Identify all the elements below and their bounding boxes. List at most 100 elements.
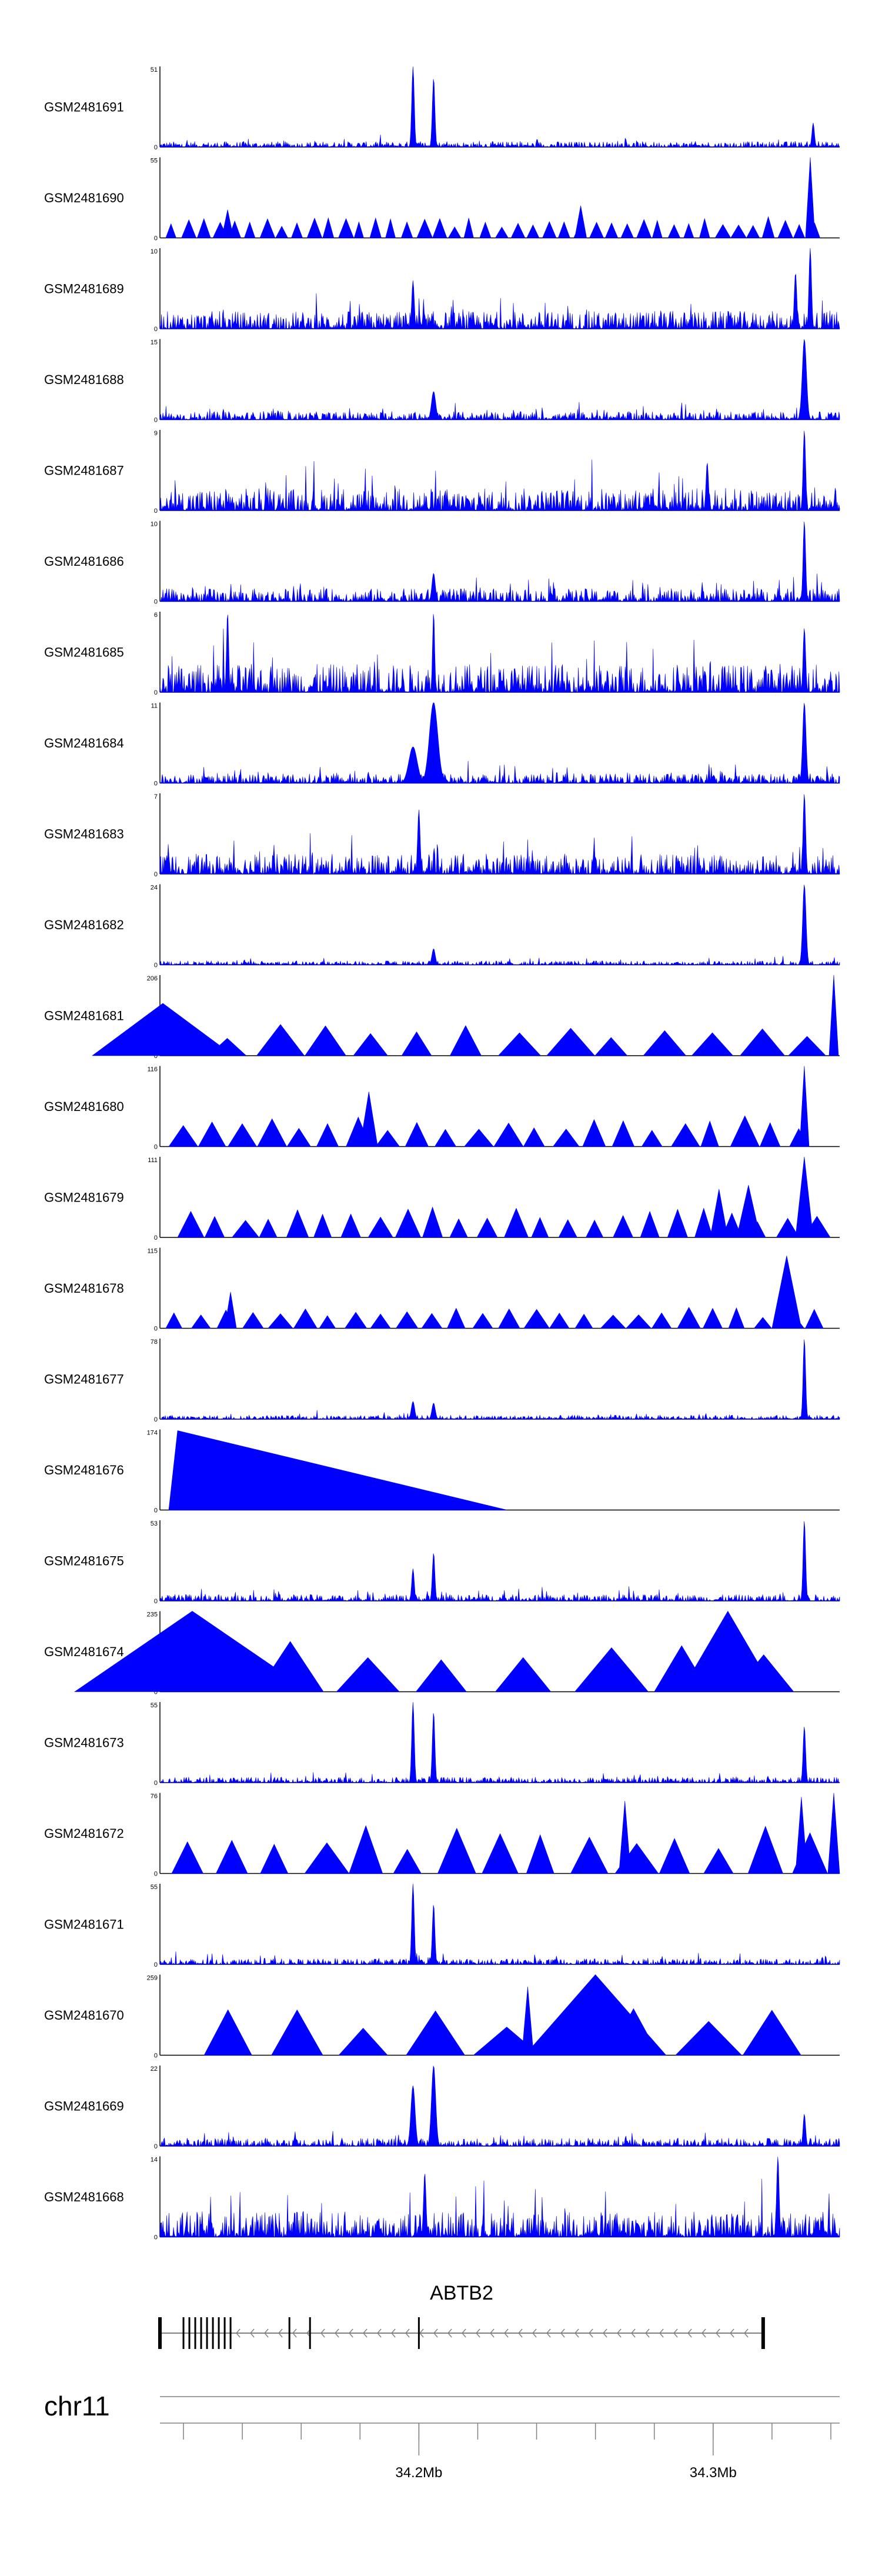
coverage-signal bbox=[160, 1702, 840, 1784]
strand-arrow bbox=[405, 2328, 410, 2338]
y-min-label: 0 bbox=[154, 962, 158, 969]
track-label: GSM2481682 bbox=[44, 917, 124, 932]
y-min-label: 0 bbox=[154, 2234, 158, 2241]
y-min-label: 0 bbox=[154, 1598, 158, 1605]
track-GSM2481679: GSM2481679 111 0 bbox=[44, 1156, 840, 1242]
strand-arrow bbox=[730, 2328, 734, 2338]
coverage-signal bbox=[168, 1430, 507, 1510]
y-max-label: 235 bbox=[147, 1611, 158, 1619]
y-max-label: 10 bbox=[151, 248, 158, 255]
y-max-label: 24 bbox=[151, 885, 158, 892]
coverage-signal bbox=[159, 339, 840, 421]
track-label: GSM2481684 bbox=[44, 736, 124, 750]
strand-arrow bbox=[462, 2328, 466, 2338]
coverage-signal bbox=[159, 1884, 840, 1966]
exon bbox=[288, 2317, 290, 2349]
strand-arrow bbox=[264, 2328, 269, 2338]
y-min-label: 0 bbox=[154, 1780, 158, 1787]
y-min-label: 0 bbox=[154, 1507, 158, 1514]
strand-arrow bbox=[574, 2328, 579, 2338]
track-label: GSM2481670 bbox=[44, 2008, 124, 2023]
track-label: GSM2481685 bbox=[44, 645, 124, 660]
y-min-label: 0 bbox=[154, 689, 158, 696]
y-max-label: 51 bbox=[151, 66, 158, 74]
exon bbox=[212, 2317, 214, 2349]
chromosome-label: chr11 bbox=[44, 2391, 110, 2421]
strand-arrow bbox=[617, 2328, 622, 2338]
chromosome-axis: chr11 34.2Mb 34.3Mb bbox=[44, 2391, 840, 2481]
track-label: GSM2481681 bbox=[44, 1009, 124, 1023]
strand-arrow bbox=[716, 2328, 720, 2338]
track-label: GSM2481686 bbox=[44, 554, 124, 569]
track-GSM2481674: GSM2481674 235 0 bbox=[44, 1610, 840, 1696]
strand-arrow bbox=[589, 2328, 593, 2338]
strand-arrow bbox=[278, 2328, 283, 2338]
coverage-signal bbox=[74, 1610, 794, 1692]
strand-arrow bbox=[391, 2328, 396, 2338]
y-max-label: 55 bbox=[151, 1702, 158, 1709]
track-GSM2481683: GSM2481683 7 0 bbox=[44, 793, 840, 878]
y-min-label: 0 bbox=[154, 1871, 158, 1878]
track-GSM2481671: GSM2481671 55 0 bbox=[44, 1884, 840, 1968]
track-label: GSM2481675 bbox=[44, 1554, 124, 1569]
y-min-label: 0 bbox=[154, 417, 158, 424]
exon bbox=[417, 2317, 420, 2349]
y-min-label: 0 bbox=[154, 780, 158, 788]
strand-arrow bbox=[490, 2328, 495, 2338]
strand-arrow bbox=[250, 2328, 255, 2338]
y-min-label: 0 bbox=[154, 1053, 158, 1060]
track-GSM2481691: GSM2481691 51 0 bbox=[44, 66, 840, 151]
track-GSM2481686: GSM2481686 10 0 bbox=[44, 520, 840, 606]
coverage-signal bbox=[159, 702, 840, 784]
gene-name-label: ABTB2 bbox=[430, 2282, 493, 2304]
axis-tick-label: 34.3Mb bbox=[690, 2465, 737, 2481]
y-min-label: 0 bbox=[154, 1961, 158, 1968]
strand-arrow bbox=[349, 2328, 353, 2338]
track-GSM2481682: GSM2481682 24 0 bbox=[44, 884, 840, 969]
y-max-label: 206 bbox=[147, 975, 158, 982]
track-GSM2481690: GSM2481690 55 0 bbox=[44, 157, 840, 242]
strand-arrow bbox=[631, 2328, 636, 2338]
track-label: GSM2481683 bbox=[44, 827, 124, 842]
y-max-label: 11 bbox=[151, 703, 158, 710]
y-min-label: 0 bbox=[154, 144, 158, 151]
strand-arrow bbox=[335, 2328, 339, 2338]
coverage-signal bbox=[159, 431, 840, 512]
track-GSM2481668: GSM2481668 14 0 bbox=[44, 2156, 840, 2241]
strand-arrow bbox=[645, 2328, 650, 2338]
coverage-signal bbox=[159, 614, 840, 693]
exon bbox=[206, 2317, 208, 2349]
coverage-signal bbox=[159, 2065, 840, 2147]
axis-ticks: 34.2Mb 34.3Mb bbox=[160, 2396, 840, 2481]
y-min-label: 0 bbox=[154, 1416, 158, 1423]
y-max-label: 115 bbox=[147, 1248, 158, 1255]
track-GSM2481676: GSM2481676 174 0 bbox=[44, 1429, 840, 1514]
y-min-label: 0 bbox=[154, 1689, 158, 1696]
exon bbox=[218, 2317, 220, 2349]
track-GSM2481678: GSM2481678 115 0 bbox=[44, 1247, 840, 1333]
track-GSM2481673: GSM2481673 55 0 bbox=[44, 1702, 840, 1787]
strand-arrow bbox=[659, 2328, 664, 2338]
y-min-label: 0 bbox=[154, 1326, 158, 1333]
coverage-signal bbox=[159, 794, 840, 875]
strand-arrow bbox=[560, 2328, 565, 2338]
track-label: GSM2481672 bbox=[44, 1826, 124, 1841]
track-label: GSM2481679 bbox=[44, 1190, 124, 1205]
coverage-signal bbox=[159, 248, 840, 330]
y-min-label: 0 bbox=[154, 508, 158, 515]
track-GSM2481669: GSM2481669 22 0 bbox=[44, 2065, 840, 2150]
gene-track: ABTB2 bbox=[158, 2282, 765, 2349]
y-max-label: 55 bbox=[151, 1884, 158, 1891]
exon bbox=[194, 2317, 196, 2349]
strand-arrow bbox=[320, 2328, 325, 2338]
axis-tick-label: 34.2Mb bbox=[395, 2465, 442, 2481]
strand-arrow bbox=[673, 2328, 678, 2338]
y-max-label: 55 bbox=[151, 158, 158, 165]
coverage-signal bbox=[168, 1066, 810, 1147]
y-min-label: 0 bbox=[154, 235, 158, 242]
track-label: GSM2481688 bbox=[44, 372, 124, 387]
y-max-label: 53 bbox=[151, 1520, 158, 1527]
track-label: GSM2481687 bbox=[44, 463, 124, 478]
exon bbox=[229, 2317, 232, 2349]
